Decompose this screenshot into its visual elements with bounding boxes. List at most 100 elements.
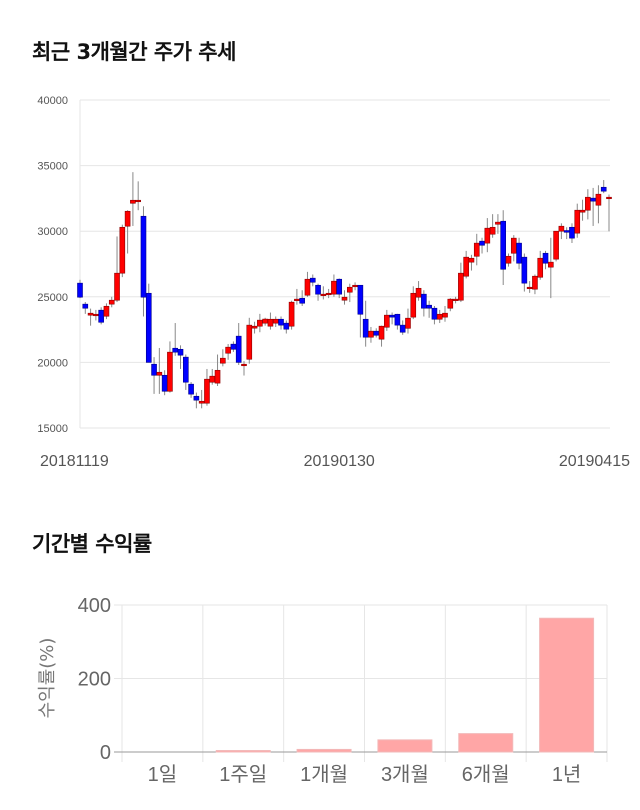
candle-down — [82, 303, 89, 309]
candle-up — [87, 312, 94, 316]
returns-bar — [377, 739, 433, 753]
candle-down — [283, 322, 290, 330]
candle-up — [294, 298, 300, 301]
returns-bar — [539, 617, 595, 753]
candle-down — [336, 278, 343, 295]
candle-down — [77, 282, 83, 298]
candle-up — [251, 325, 258, 329]
candle-up — [124, 210, 131, 227]
candle-up — [548, 261, 554, 268]
price-y-tick-label: 25000 — [37, 292, 68, 304]
candle-up — [156, 371, 163, 376]
candle-down — [161, 374, 168, 392]
candle-down — [373, 330, 380, 336]
returns-bars: 1일 1주일 1개월 3개월 6개월 1년 — [148, 617, 595, 786]
candle-up — [167, 351, 173, 392]
candle-up — [114, 272, 120, 301]
candle-down — [521, 256, 528, 284]
returns-x-tick-label: 3개월 — [381, 763, 429, 786]
candle-up — [119, 226, 126, 274]
candle-up — [447, 298, 454, 309]
candle-up — [346, 286, 353, 293]
price-x-tick-label: 20181119 — [40, 453, 109, 470]
candle-down — [479, 240, 485, 246]
candle-up — [405, 317, 411, 329]
candle-down — [516, 242, 522, 264]
candle-up — [267, 318, 274, 327]
candle-down — [600, 186, 607, 192]
returns-bar — [296, 748, 352, 753]
candle-up — [484, 227, 491, 244]
candle-up — [262, 318, 268, 324]
candle-up — [368, 330, 374, 338]
candle-up — [463, 256, 469, 277]
candle-up — [510, 237, 517, 254]
candle-down — [183, 356, 189, 383]
candle-up — [288, 301, 295, 327]
returns-grid: 0 200 400 — [78, 595, 608, 764]
candle-down — [426, 304, 432, 309]
returns-y-tick-label: 200 — [78, 669, 111, 691]
candle-up — [452, 298, 459, 301]
price-x-tick-label: 20190415 — [559, 453, 630, 470]
candle-up — [553, 230, 559, 260]
candle-up — [130, 199, 136, 204]
returns-chart-title: 기간별 수익률 — [32, 532, 152, 556]
returns-x-tick-label: 6개월 — [462, 763, 510, 786]
candle-up — [384, 314, 390, 328]
candle-down — [235, 335, 242, 363]
candle-up — [458, 272, 464, 301]
candle-up — [579, 209, 586, 213]
candle-down — [230, 343, 237, 350]
candle-up — [415, 287, 422, 298]
candle-up — [468, 257, 475, 263]
candle-up — [489, 226, 496, 235]
candle-up — [585, 196, 591, 211]
candle-up — [442, 312, 448, 318]
candle-down — [98, 309, 104, 323]
candle-up — [214, 369, 221, 384]
price-candles — [77, 172, 612, 409]
returns-x-tick-label: 1개월 — [300, 763, 348, 786]
candle-up — [341, 296, 348, 301]
candle-down — [399, 324, 406, 333]
candle-up — [209, 375, 216, 383]
candle-down — [569, 226, 575, 239]
candle-up — [558, 225, 565, 232]
candle-up — [495, 221, 501, 225]
candle-down — [299, 297, 305, 304]
candle-down — [140, 215, 147, 298]
candle-down — [542, 252, 549, 264]
candle-down — [315, 284, 321, 295]
candle-up — [220, 357, 226, 364]
price-y-tick-label: 40000 — [37, 95, 68, 107]
candle-up — [257, 319, 263, 327]
price-y-tick-label: 15000 — [37, 423, 68, 435]
candle-up — [473, 242, 480, 257]
candle-down — [151, 363, 157, 376]
price-chart-title: 최근 3개월간 주가 추세 — [32, 40, 236, 64]
returns-y-tick-label: 400 — [78, 595, 111, 617]
candle-down — [172, 347, 179, 353]
price-grid: 15000 20000 25000 30000 35000 40000 20181119 20… — [37, 95, 630, 470]
candle-up — [352, 284, 358, 288]
returns-bar — [215, 750, 271, 753]
returns-x-tick-label: 1년 — [552, 763, 582, 786]
candle-down — [590, 197, 596, 202]
candle-up — [103, 305, 110, 317]
price-y-tick-label: 30000 — [37, 226, 68, 238]
price-y-tick-label: 20000 — [37, 357, 68, 369]
candle-down — [278, 318, 284, 326]
candle-up — [225, 346, 231, 354]
candle-down — [362, 318, 369, 338]
returns-y-axis-label: 수익률(%) — [37, 638, 58, 719]
candle-down — [431, 307, 438, 320]
candle-up — [135, 199, 141, 203]
candle-up — [272, 318, 279, 324]
candle-down — [394, 313, 401, 326]
candle-down — [177, 348, 184, 356]
candle-up — [378, 325, 385, 340]
candle-down — [389, 314, 395, 318]
candle-up — [198, 400, 205, 404]
candle-up — [325, 292, 332, 296]
